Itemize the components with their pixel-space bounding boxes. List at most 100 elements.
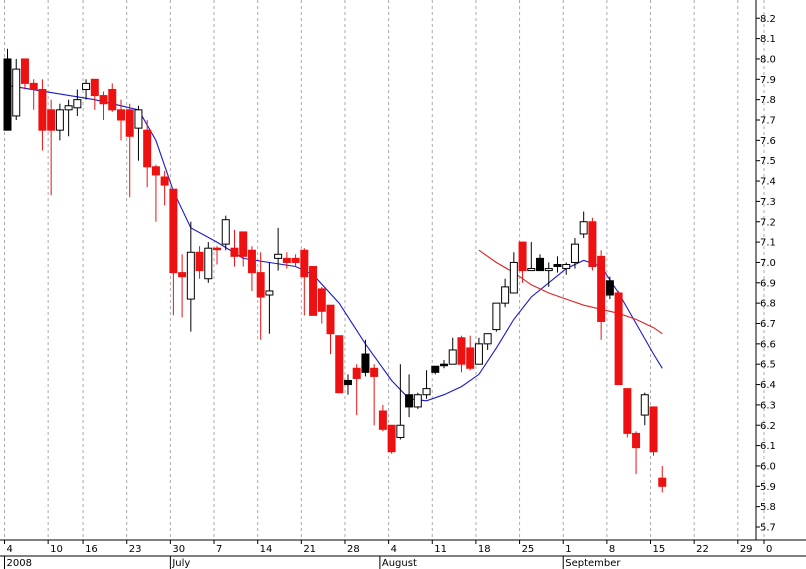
candle: [64, 99, 73, 137]
x-tick-label: 7: [216, 544, 222, 555]
candle: [440, 360, 448, 369]
candle: [116, 99, 125, 141]
candle-body: [55, 109, 64, 131]
x-tick-label: 22: [696, 544, 709, 555]
candle-body: [73, 99, 82, 109]
candle: [553, 256, 562, 273]
candle: [108, 83, 117, 112]
candle-body: [623, 388, 632, 434]
candle-body: [335, 335, 344, 394]
candle: [474, 337, 483, 365]
y-tick-label: 6.0: [760, 461, 776, 472]
candle-body: [527, 268, 536, 272]
candle-body: [239, 231, 248, 257]
candle-body: [282, 257, 291, 263]
candle: [378, 404, 387, 432]
candle: [151, 164, 160, 222]
candle: [649, 406, 658, 456]
candle: [90, 78, 99, 110]
candle: [82, 79, 91, 100]
candle: [387, 424, 396, 454]
y-tick-label: 7.7: [760, 116, 776, 127]
candle-body: [597, 255, 606, 322]
y-tick-label: 7.5: [760, 156, 776, 167]
month-label: 2008: [7, 558, 32, 569]
x-tick-label: 8: [609, 544, 615, 555]
candle-body: [3, 58, 12, 131]
candle-body: [134, 109, 143, 129]
candle: [265, 262, 274, 334]
candle: [361, 339, 370, 377]
y-tick-label: 8.1: [760, 34, 776, 45]
candle: [352, 364, 361, 416]
y-tick-label: 5.7: [760, 523, 776, 534]
candle: [422, 370, 431, 399]
candle: [570, 238, 579, 269]
candle: [309, 266, 318, 316]
candle: [335, 335, 344, 394]
y-tick-label: 8.0: [760, 54, 776, 65]
y-tick-label: 5.8: [760, 502, 776, 513]
candle: [230, 229, 239, 267]
candle-body: [151, 166, 160, 176]
candle-body: [492, 302, 501, 331]
candle-body: [274, 253, 283, 259]
y-tick-label: 7.8: [760, 95, 776, 106]
candle: [405, 374, 414, 418]
candle: [55, 103, 64, 141]
candle-body: [588, 221, 597, 268]
candle: [518, 241, 527, 283]
candle: [431, 365, 440, 375]
candle-body: [213, 247, 222, 251]
x-tick-label: 16: [85, 544, 98, 555]
candle: [274, 227, 283, 271]
y-tick-label: 6.6: [760, 339, 776, 350]
month-label: September: [565, 558, 621, 569]
candle: [204, 242, 213, 283]
candle: [256, 252, 265, 340]
candle: [239, 231, 248, 267]
month-label: July: [171, 558, 190, 569]
moving-average-short-line: [7, 84, 663, 402]
candle-body: [387, 424, 396, 453]
candle-body: [186, 251, 195, 300]
y-tick-label: 6.5: [760, 360, 776, 371]
candle: [632, 431, 641, 475]
candle-body: [658, 477, 667, 487]
candle-body: [457, 337, 466, 365]
candle: [195, 246, 204, 279]
x-tick-label: 11: [434, 544, 447, 555]
candle: [658, 465, 667, 493]
candle: [38, 79, 47, 151]
y-tick-label: 6.7: [760, 319, 776, 330]
candle: [544, 262, 553, 287]
candle-body: [562, 263, 571, 270]
candle: [143, 120, 152, 188]
candle: [291, 254, 300, 267]
candle: [457, 335, 466, 373]
candle-body: [474, 343, 483, 365]
candle-body: [536, 257, 545, 272]
candle-body: [317, 288, 326, 312]
candle-body: [256, 272, 265, 298]
candle-body: [614, 292, 623, 386]
candle-body: [553, 263, 562, 268]
candle: [178, 254, 187, 318]
candle-body: [649, 406, 658, 453]
candle-body: [29, 82, 38, 90]
x-tick-label: 29: [740, 544, 753, 555]
x-tick-label: 25: [522, 544, 535, 555]
candle: [3, 48, 12, 131]
candle-body: [413, 394, 422, 408]
candle: [588, 217, 597, 271]
y-tick-label: 6.9: [760, 278, 776, 289]
x-tick-label: 15: [653, 544, 666, 555]
candle: [221, 215, 230, 251]
x-tick-label: 4: [7, 544, 13, 555]
y-tick-label: 7.6: [760, 136, 776, 147]
candle-body: [466, 347, 475, 369]
y-tick-label: 7.3: [760, 197, 776, 208]
candle-body: [579, 221, 588, 235]
